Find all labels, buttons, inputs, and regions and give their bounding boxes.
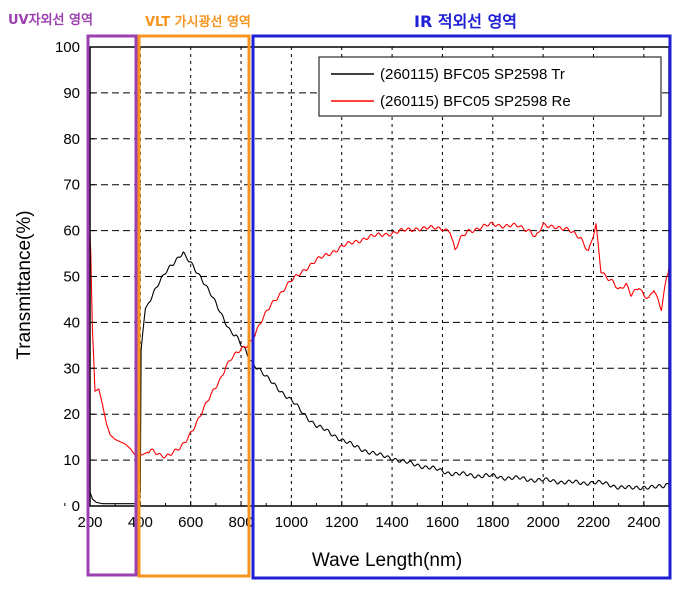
ir-region-box [251, 34, 672, 580]
x-tick-label: 1800 [476, 514, 509, 531]
x-tick-label: 2200 [577, 514, 610, 531]
x-tick-label: 800 [229, 514, 254, 531]
x-tick-label: 600 [178, 514, 203, 531]
legend-box [318, 56, 662, 117]
ir-region-title: IR 적외선 영역 [414, 12, 518, 31]
x-tick-label: 1000 [275, 514, 308, 531]
x-tick-label: 1400 [375, 514, 408, 531]
legend-label-tr: (260115) BFC05 SP2598 Tr [380, 66, 565, 83]
y-tick-label: 70 [63, 177, 80, 194]
legend: (260115) BFC05 SP2598 Tr (260115) BFC05 … [318, 56, 662, 117]
uv-region-box [86, 34, 138, 577]
legend-label-re: (260115) BFC05 SP2598 Re [380, 93, 571, 110]
y-tick-label: 90 [63, 85, 80, 102]
series-line-reflectance [89, 221, 670, 459]
y-tick-label: 100 [55, 39, 80, 56]
vlt-region-title: VLT 가시광선 영역 [145, 15, 251, 30]
vlt-region-box [137, 34, 251, 578]
x-axis-label: Wave Length(nm) [312, 550, 462, 571]
x-tick-label: 2000 [526, 514, 559, 531]
x-tick-label: 2400 [627, 514, 660, 531]
y-tick-label: 80 [63, 131, 80, 148]
y-tick-label: 40 [63, 314, 80, 331]
y-tick-label: 60 [63, 223, 80, 240]
y-tick-label: 20 [63, 406, 80, 423]
y-tick-label: 0 [72, 498, 80, 515]
uv-region-title: UV자외선 영역 [8, 13, 93, 28]
y-tick-label: 10 [63, 452, 80, 469]
series-line-transmittance [89, 251, 670, 505]
y-tick-label: 50 [63, 269, 80, 286]
x-tick-label: 1200 [325, 514, 358, 531]
tick-layer: 200 400 600 800 1000 1200 1400 1600 1800 2000 2200… [55, 39, 661, 531]
y-axis-label: Transmittance(%) [14, 210, 35, 359]
series-layer [89, 221, 670, 505]
x-tick-label: 1600 [426, 514, 459, 531]
x-tick-label: 200 [77, 514, 102, 531]
y-tick-label: 30 [63, 360, 80, 377]
